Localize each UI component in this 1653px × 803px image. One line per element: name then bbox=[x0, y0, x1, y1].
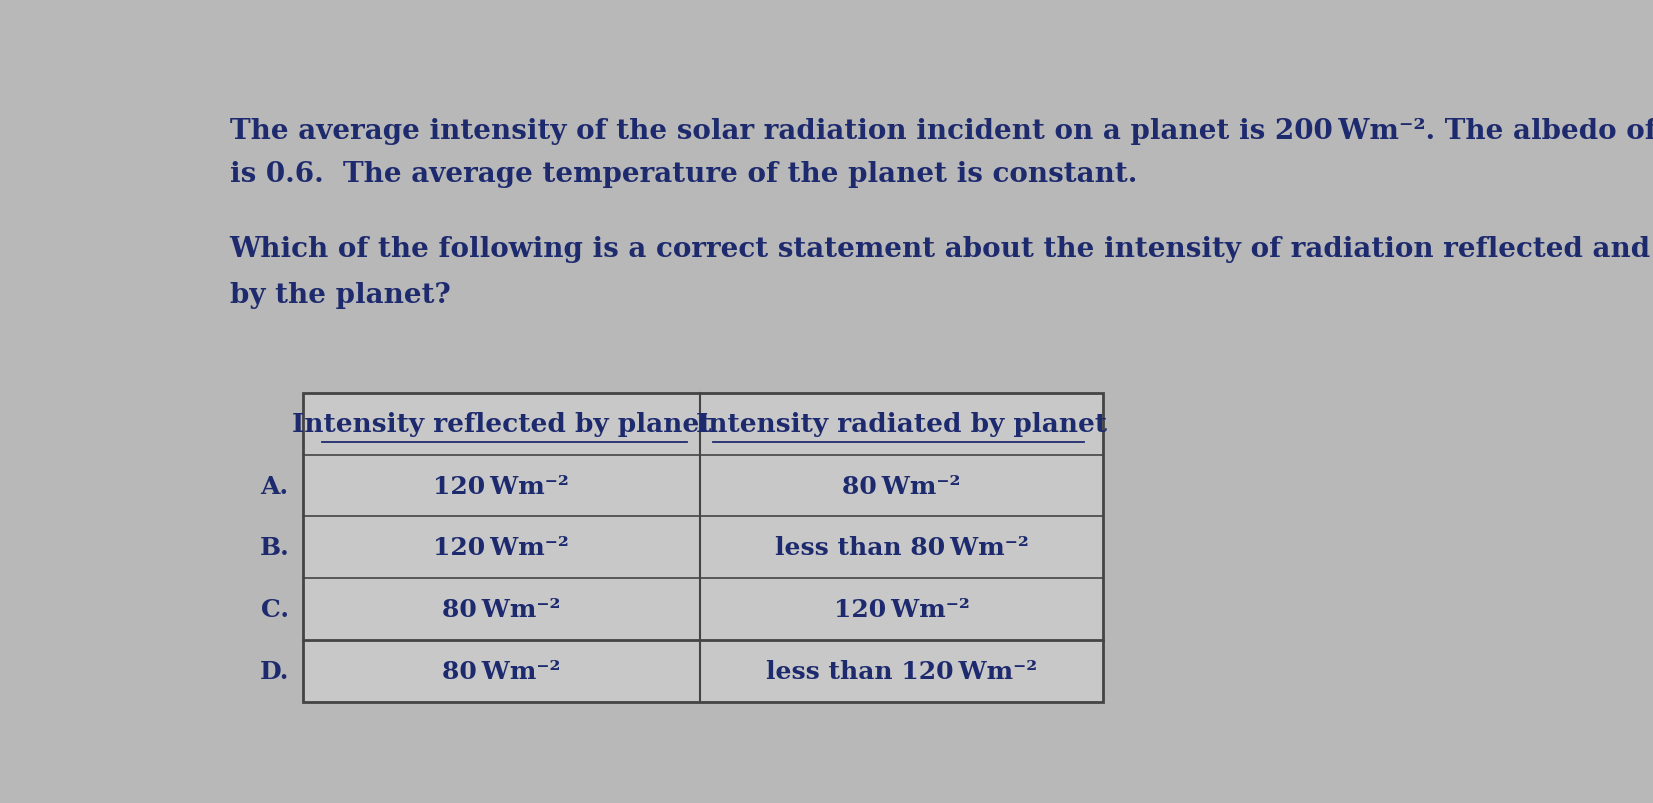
Text: C.: C. bbox=[261, 597, 289, 622]
Text: 120 Wm⁻²: 120 Wm⁻² bbox=[833, 597, 969, 622]
Text: Intensity reflected by planet: Intensity reflected by planet bbox=[291, 412, 711, 437]
Text: less than 120 Wm⁻²: less than 120 Wm⁻² bbox=[765, 659, 1036, 683]
Text: Intensity radiated by planet: Intensity radiated by planet bbox=[696, 412, 1108, 437]
Text: less than 80 Wm⁻²: less than 80 Wm⁻² bbox=[775, 536, 1028, 560]
Text: 80 Wm⁻²: 80 Wm⁻² bbox=[441, 659, 560, 683]
Text: A.: A. bbox=[261, 474, 289, 498]
Text: B.: B. bbox=[260, 536, 289, 560]
Text: The average intensity of the solar radiation incident on a planet is 200 Wm⁻². T: The average intensity of the solar radia… bbox=[230, 118, 1653, 145]
Text: D.: D. bbox=[260, 659, 289, 683]
Text: is 0.6.  The average temperature of the planet is constant.: is 0.6. The average temperature of the p… bbox=[230, 161, 1137, 188]
Text: by the planet?: by the planet? bbox=[230, 282, 450, 309]
Text: 80 Wm⁻²: 80 Wm⁻² bbox=[441, 597, 560, 622]
Text: 120 Wm⁻²: 120 Wm⁻² bbox=[433, 536, 569, 560]
Text: 120 Wm⁻²: 120 Wm⁻² bbox=[433, 474, 569, 498]
Text: 80 Wm⁻²: 80 Wm⁻² bbox=[843, 474, 960, 498]
Text: Which of the following is a correct statement about the intensity of radiation r: Which of the following is a correct stat… bbox=[230, 235, 1653, 263]
